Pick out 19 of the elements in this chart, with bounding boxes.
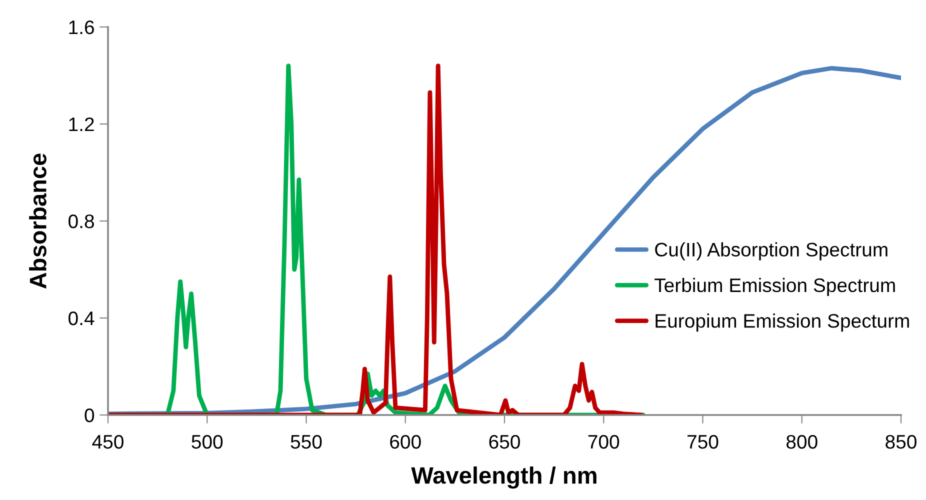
x-tick-label: 600 xyxy=(390,434,421,449)
x-tick-label: 800 xyxy=(786,434,818,449)
y-tick-label: 0.4 xyxy=(68,311,94,326)
y-tick-label: 1.6 xyxy=(69,20,94,34)
x-tick-label: 650 xyxy=(489,434,520,449)
x-tick-label: 850 xyxy=(886,434,916,449)
x-tick-label: 750 xyxy=(688,434,718,449)
x-tick-label: 500 xyxy=(192,434,223,449)
legend-label: Europium Emission Specturm xyxy=(656,314,909,332)
x-axis-title: Wavelength / nm xyxy=(411,466,596,489)
y-tick-label: 0 xyxy=(84,408,94,422)
y-tick-label: 1.2 xyxy=(69,117,94,132)
y-tick-label: 0.8 xyxy=(68,214,94,228)
y-axis-title: Absorbance xyxy=(29,154,46,289)
x-tick-label: 700 xyxy=(588,434,620,449)
legend-label: Terbium Emission Spectrum xyxy=(654,278,895,296)
legend-label: Cu(II) Absorption Spectrum xyxy=(655,242,888,260)
x-tick-label: 450 xyxy=(92,434,124,449)
x-tick-label: 550 xyxy=(290,434,322,449)
